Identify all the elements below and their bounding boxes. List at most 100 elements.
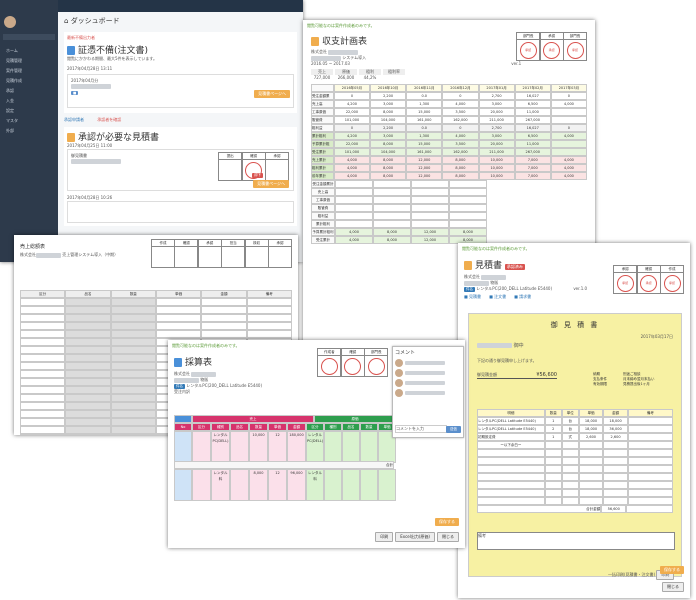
- comment-send-button[interactable]: 送信: [446, 426, 461, 433]
- line-cell: [477, 497, 545, 505]
- stamp-header: 確認: [341, 349, 364, 356]
- close-button[interactable]: 閉じる: [662, 582, 684, 592]
- profit-row: レンタル料 8,000 12 96,000 レンタル料: [174, 469, 464, 501]
- grid-cell: 12,000: [406, 156, 443, 164]
- sidebar-item[interactable]: 見積作成: [6, 78, 22, 83]
- line-cell: 1: [544, 417, 562, 425]
- quote-tab[interactable]: ■ 請求書: [514, 294, 532, 299]
- table-row: [20, 306, 292, 314]
- subtotal-value: 56,600: [601, 505, 627, 513]
- stamp-header: 承認: [269, 240, 291, 247]
- page-title: 見積書 承認済み: [458, 255, 690, 274]
- company-label: 株式会社: [464, 274, 480, 279]
- notice-link[interactable]: 最新不備出力者: [67, 35, 95, 40]
- header-cell: 数量: [110, 290, 156, 298]
- row-label: 粗利益: [311, 212, 335, 220]
- avatar: [395, 369, 403, 377]
- table-cell: [65, 338, 111, 346]
- tab-approver[interactable]: 承認者を確認: [97, 117, 122, 122]
- grid-cell: [411, 220, 449, 228]
- grid-cell: 4,200: [333, 100, 371, 108]
- grid-row: 販管費 101,000 104,000 161,000 162,000 211,000 26…: [311, 116, 587, 124]
- stamp-box: 部門長: [364, 348, 389, 377]
- stamp-header: 検収: [245, 240, 268, 247]
- approval-seal: 承認: [519, 41, 537, 59]
- stamp-header: 作成: [661, 266, 683, 273]
- detail-row: 支払条件 月末締め翌月末払い: [593, 377, 673, 382]
- grid-cell: 7,000: [514, 164, 551, 172]
- footer-button[interactable]: Excel出力(原価): [395, 532, 435, 542]
- sidebar-item[interactable]: 承認: [6, 88, 14, 93]
- table-row: [20, 330, 292, 338]
- grid-cell: 4,000: [333, 164, 371, 172]
- grid-cell: 8,000: [370, 172, 407, 180]
- table-row: [20, 322, 292, 330]
- grid-cell: 3,000: [370, 132, 407, 140]
- line-cell: [626, 505, 673, 513]
- notice-text: 閲覧可能なのは案件作成者のみです。: [307, 23, 375, 28]
- sidebar-item[interactable]: 見積管理: [6, 58, 22, 63]
- line-cell: 式: [561, 433, 579, 441]
- quote-tab[interactable]: ■ 見積書: [464, 294, 482, 299]
- sidebar-item[interactable]: 外部: [6, 128, 14, 133]
- sidebar-search[interactable]: [3, 34, 55, 40]
- comment-input[interactable]: コメントを入力: [395, 425, 447, 433]
- save-button[interactable]: 保存する: [660, 566, 684, 574]
- footer-button[interactable]: 閉じる: [437, 532, 459, 542]
- grid-cell: 101,000: [333, 116, 371, 124]
- sub-header-cell: 品名: [342, 423, 360, 431]
- table-cell: [20, 386, 66, 394]
- document-icon: [67, 133, 75, 142]
- detail-row: 有効期限 見積提出後1ヶ月: [593, 382, 673, 387]
- table-cell: [65, 402, 111, 410]
- sidebar-item[interactable]: 設定: [6, 108, 14, 113]
- grid-cell: 2,200: [370, 124, 407, 132]
- grid-cell: 2,200: [370, 92, 407, 100]
- stamp-body: [199, 247, 221, 267]
- stamp-body: [342, 356, 364, 376]
- grid-row: 粗利益: [311, 212, 587, 220]
- comment-item: [393, 358, 463, 368]
- table-cell: [20, 338, 66, 346]
- subject-tag: 件名: [464, 287, 475, 292]
- header-cell: 備考: [246, 290, 292, 298]
- line-cell: [603, 473, 628, 481]
- line-cell: [477, 481, 545, 489]
- estimate-page-button[interactable]: 見積書ページへ: [253, 180, 289, 188]
- total-row: 合計: [174, 461, 464, 469]
- sidebar-item[interactable]: マスタ: [6, 118, 18, 123]
- stamp-body: [243, 160, 265, 180]
- grid-cell: 16,027: [514, 124, 551, 132]
- line-cell: [627, 481, 673, 489]
- line-cell: [561, 497, 579, 505]
- table-cell: [246, 298, 292, 306]
- stamp-body: [246, 247, 268, 267]
- profit-cell: レンタルPC(DELL): [211, 431, 230, 463]
- grid-cell: [373, 220, 411, 228]
- line-cell: [578, 481, 604, 489]
- bulk-print-link[interactable]: 一括印刷(見積書・注文書): [608, 572, 656, 577]
- sidebar-item[interactable]: 入金: [6, 98, 14, 103]
- grid-row: 受注累計 101,000 104,000 161,000 162,000 211,000 2…: [311, 148, 587, 156]
- sidebar-item[interactable]: ホーム: [6, 48, 18, 53]
- page-title: 収支計画表: [303, 32, 595, 49]
- line-cell: [603, 457, 628, 465]
- month-header: 2016年12月: [442, 84, 479, 92]
- table-cell: [110, 426, 156, 434]
- sidebar: ホーム見積管理案件管理見積作成承認入金設定マスタ外部: [0, 0, 58, 262]
- estimate-page-button[interactable]: 見積書ページへ: [254, 90, 290, 98]
- quote-tab[interactable]: ■ 注文書: [489, 294, 507, 299]
- sidebar-item[interactable]: 案件管理: [6, 68, 22, 73]
- grid-cell: 10,000: [478, 164, 515, 172]
- section-title: 承認が必要な見積書: [67, 130, 294, 143]
- tab-applicant[interactable]: 承認申請者: [64, 117, 84, 122]
- save-button[interactable]: 保存する: [435, 518, 459, 526]
- stamp-box: 担当: [221, 239, 246, 268]
- grid-cell: 0: [550, 124, 587, 132]
- grid-cell: 8,000: [442, 172, 479, 180]
- grid-cell: 3,000: [478, 100, 515, 108]
- stamp-header: 作成者: [318, 349, 341, 356]
- grid-cell: 0.0: [406, 92, 443, 100]
- footer-button[interactable]: 印刷: [375, 532, 394, 542]
